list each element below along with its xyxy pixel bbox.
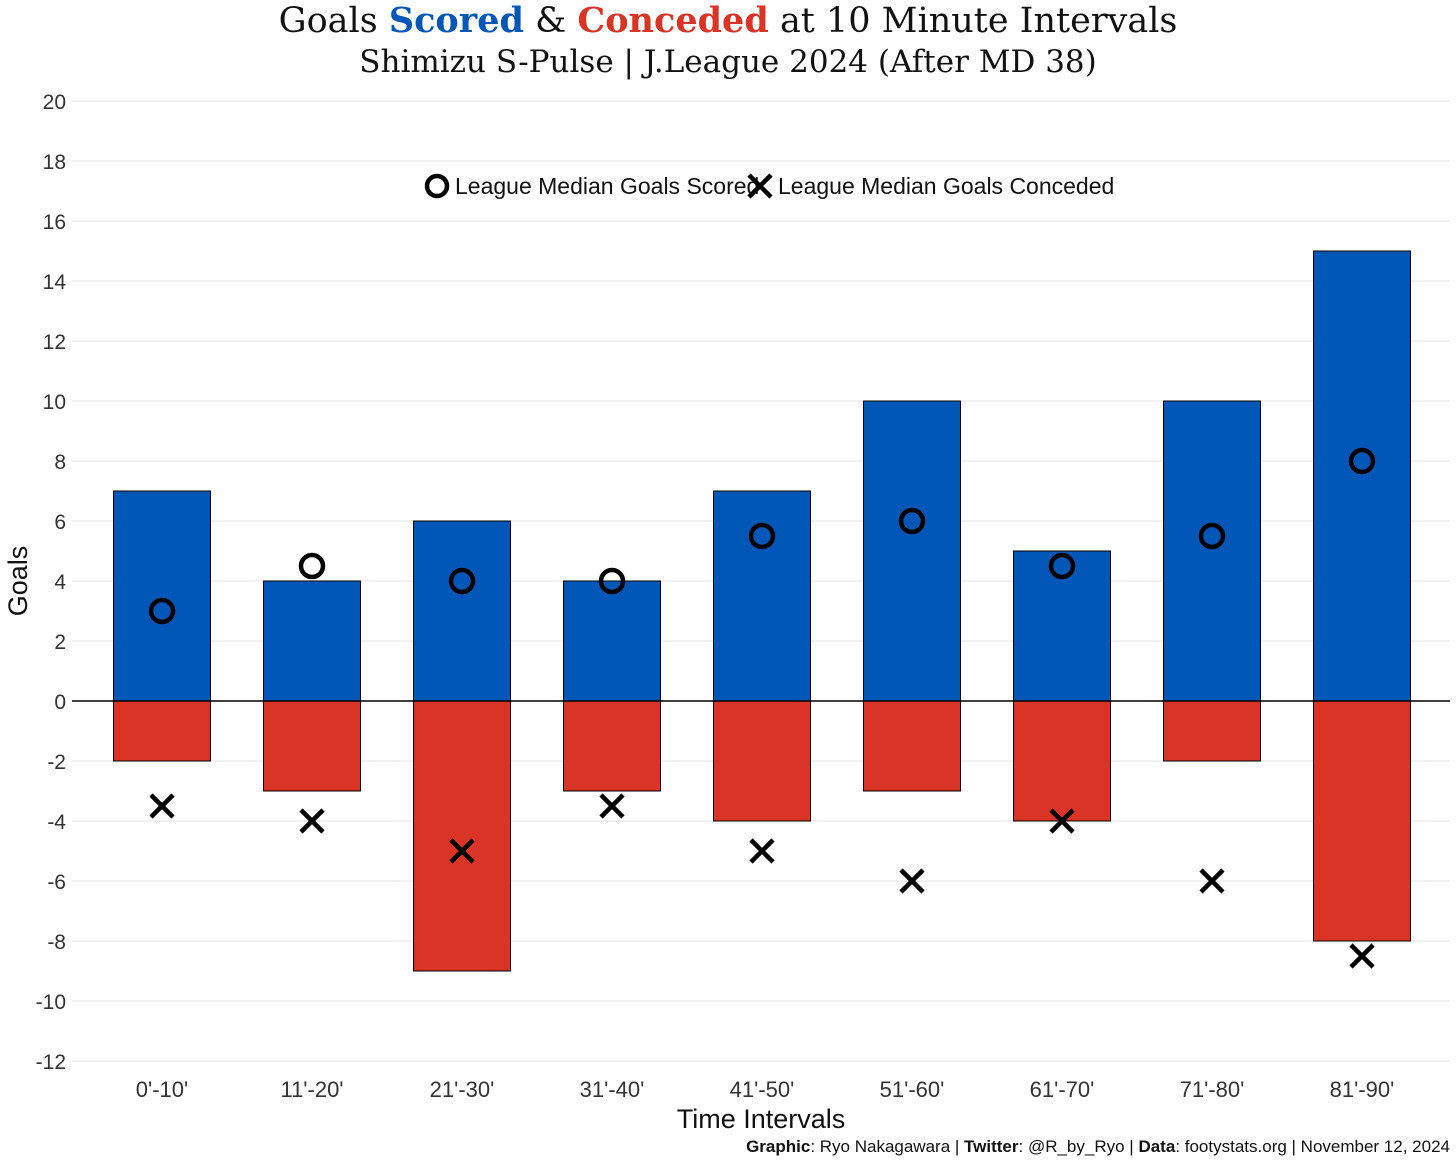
bar-conceded xyxy=(263,700,361,792)
bar-conceded xyxy=(1163,700,1261,762)
cross-stroke xyxy=(149,793,175,819)
cross-stroke xyxy=(299,808,325,834)
cross-stroke xyxy=(899,868,925,894)
y-tick-label: 18 xyxy=(43,151,66,174)
bar-scored xyxy=(1313,250,1411,702)
y-tick-label: -12 xyxy=(36,1051,66,1074)
y-tick-labels: -12 -10 -8 -6 -4 -2 0 2 4 6 8 10 12 14 16 18 20 xyxy=(36,91,67,1074)
y-tick-label: 20 xyxy=(43,91,66,114)
median-conceded-marker xyxy=(149,793,175,819)
bar-chart: -12 -10 -8 -6 -4 -2 0 2 4 6 8 10 12 14 16 18 20 0'-10' 11… xyxy=(3,91,1450,1134)
y-tick-label: 14 xyxy=(43,271,67,294)
x-tick-label: 51'-60' xyxy=(880,1077,945,1102)
bar-conceded xyxy=(1313,700,1411,942)
x-tick-label: 0'-10' xyxy=(136,1077,188,1102)
median-scored-marker xyxy=(1048,552,1076,580)
median-conceded-marker xyxy=(299,808,325,834)
legend: League Median Goals Scored League Median… xyxy=(424,173,1114,199)
bar-scored xyxy=(563,580,661,702)
x-tick-labels: 0'-10' 11'-20' 21'-30' 31'-40' 41'-50' 51'-60… xyxy=(136,1077,1395,1102)
cross-stroke xyxy=(1199,868,1225,894)
bar-scored xyxy=(1013,550,1111,702)
median-conceded-marker xyxy=(749,838,775,864)
median-scored-marker xyxy=(748,522,776,550)
cross-stroke xyxy=(1049,808,1075,834)
legend-cross-icon xyxy=(747,173,773,199)
x-tick-label: 81'-90' xyxy=(1330,1077,1395,1102)
legend-label-conceded: League Median Goals Conceded xyxy=(778,173,1114,199)
bar-scored xyxy=(863,400,961,702)
legend-label-scored: League Median Goals Scored xyxy=(455,173,759,199)
y-tick-label: 6 xyxy=(54,511,66,534)
cross-stroke xyxy=(1349,943,1375,969)
bar-scored xyxy=(263,580,361,702)
y-tick-label: -2 xyxy=(47,751,66,774)
median-conceded-marker xyxy=(599,793,625,819)
bar-conceded xyxy=(863,700,961,792)
y-axis-label: Goals xyxy=(3,546,33,617)
y-tick-label: -8 xyxy=(47,931,66,954)
cross-stroke xyxy=(449,838,475,864)
y-tick-label: 2 xyxy=(54,631,66,654)
y-tick-label: 12 xyxy=(43,331,66,354)
median-scored-marker xyxy=(598,567,626,595)
bar-conceded xyxy=(113,700,211,762)
bar-conceded xyxy=(1013,700,1111,822)
median-scored-marker xyxy=(148,597,176,625)
median-scored-marker xyxy=(898,507,926,535)
bar-conceded xyxy=(413,700,511,972)
x-tick-label: 41'-50' xyxy=(730,1077,795,1102)
bar-scored xyxy=(113,490,211,702)
x-tick-label: 11'-20' xyxy=(280,1077,343,1102)
y-tick-label: 16 xyxy=(43,211,66,234)
median-scored-marker xyxy=(448,567,476,595)
y-tick-label: -4 xyxy=(47,811,66,834)
median-conceded-marker xyxy=(1049,808,1075,834)
x-tick-label: 71'-80' xyxy=(1180,1077,1245,1102)
bar-scored xyxy=(413,520,511,702)
legend-circle-icon xyxy=(424,173,450,199)
x-axis-label: Time Intervals xyxy=(677,1104,846,1134)
caption: Graphic: Ryo Nakagawara | Twitter: @R_by… xyxy=(746,1137,1450,1156)
bar-conceded xyxy=(713,700,811,822)
bar-scored xyxy=(1163,400,1261,702)
x-tick-label: 21'-30' xyxy=(430,1077,495,1102)
bars xyxy=(113,250,1411,972)
cross-stroke xyxy=(749,838,775,864)
median-conceded-marker xyxy=(899,868,925,894)
y-tick-label: -6 xyxy=(47,871,66,894)
chart-title: Goals Scored & Conceded at 10 Minute Int… xyxy=(278,0,1178,41)
median-scored-marker xyxy=(298,552,326,580)
chart-subtitle: Shimizu S-Pulse | J.League 2024 (After M… xyxy=(359,44,1097,80)
x-tick-label: 31'-40' xyxy=(580,1077,645,1102)
median-conceded-marker xyxy=(1349,943,1375,969)
median-markers xyxy=(148,447,1376,969)
median-scored-marker xyxy=(1348,447,1376,475)
median-scored-marker xyxy=(1198,522,1226,550)
bar-scored xyxy=(713,490,811,702)
bar-conceded xyxy=(563,700,661,792)
y-tick-label: 4 xyxy=(54,571,66,594)
median-conceded-marker xyxy=(1199,868,1225,894)
title-conceded-word: Conceded xyxy=(577,0,769,41)
y-tick-label: 0 xyxy=(54,691,66,714)
cross-stroke xyxy=(599,793,625,819)
median-conceded-marker xyxy=(449,838,475,864)
title-scored-word: Scored xyxy=(388,0,524,41)
y-tick-label: -10 xyxy=(36,991,66,1014)
y-tick-label: 10 xyxy=(43,391,66,414)
x-tick-label: 61'-70' xyxy=(1030,1077,1095,1102)
y-tick-label: 8 xyxy=(54,451,66,474)
